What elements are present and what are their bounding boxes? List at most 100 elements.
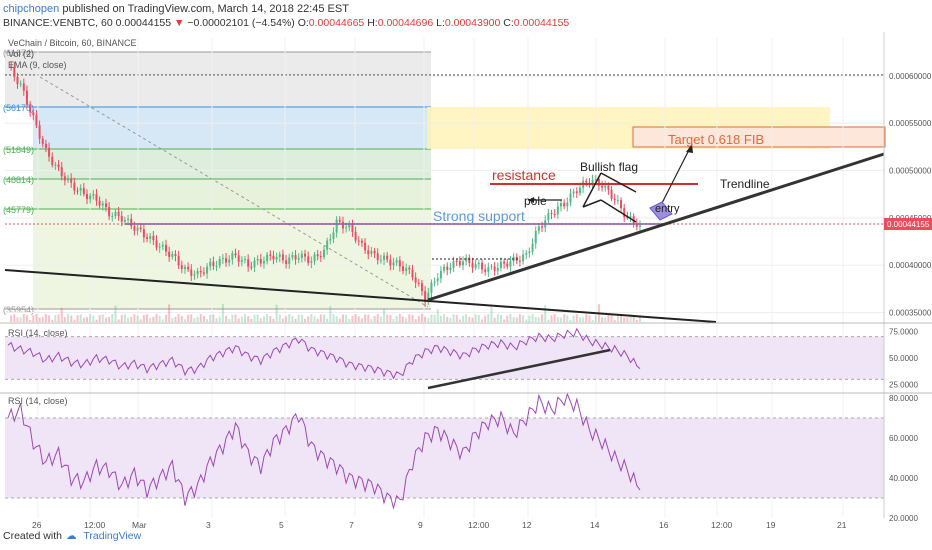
candle-body <box>48 147 51 157</box>
entry-box <box>649 201 673 221</box>
candle-body <box>537 226 540 231</box>
volume-bar <box>313 316 316 322</box>
candle-body <box>449 267 452 270</box>
candle-body <box>629 216 632 218</box>
candle-body <box>575 191 578 194</box>
candle-body <box>553 214 556 216</box>
volume-bar <box>386 314 389 322</box>
candle-body <box>613 198 616 201</box>
volume-bar <box>51 319 54 322</box>
current-price-badge <box>884 218 932 230</box>
volume-bar <box>10 315 13 322</box>
volume-bar <box>67 314 70 322</box>
volume-bar <box>484 315 487 322</box>
candle-body <box>117 211 120 216</box>
volume-bar <box>402 316 404 322</box>
candle-body <box>86 194 88 200</box>
fib-level-label: (56170) <box>3 103 34 113</box>
volume-bar <box>553 314 556 322</box>
candle-body <box>373 250 376 254</box>
volume-bar <box>541 314 544 322</box>
volume-bar <box>57 314 60 322</box>
candle-body <box>73 182 76 191</box>
entry-label: entry <box>655 203 680 215</box>
volume-bar <box>601 317 604 322</box>
fib-zone-green-2 <box>33 179 431 209</box>
fib-level-label: (45779) <box>3 205 34 215</box>
rsi-tick-label: 20.0000 <box>889 514 918 523</box>
candle-body <box>345 227 348 229</box>
candle-body <box>161 244 164 247</box>
main-legend-item: Vol (2) <box>8 49 34 59</box>
volume-bar <box>367 314 370 322</box>
candle-body <box>496 267 499 271</box>
volume-bar <box>193 318 196 322</box>
candle-body <box>218 258 221 266</box>
trendline-label: Trendline <box>720 177 770 191</box>
volume-bar <box>161 319 164 322</box>
candle-body <box>92 194 95 196</box>
volume-bar <box>54 315 57 322</box>
volume-bar <box>262 316 265 322</box>
candle-body <box>300 253 303 259</box>
volume-bar <box>120 315 123 322</box>
volume-bar <box>206 319 209 322</box>
volume-bar <box>411 314 414 322</box>
main-legend-item: VeChain / Bitcoin, 60, BINANCE <box>8 38 137 48</box>
fib-level-label: (35954) <box>3 305 34 315</box>
volume-bar <box>639 315 641 322</box>
volume-bar <box>528 315 531 322</box>
volume-bar <box>348 318 351 322</box>
volume-bar <box>22 314 25 322</box>
candle-body <box>332 232 335 239</box>
candle-body <box>490 266 493 268</box>
volume-bar <box>635 319 638 322</box>
candle-body <box>32 112 35 116</box>
chart-canvas[interactable]: (61674) (56170) (51849) (48814) (45779) (3595… <box>0 32 932 530</box>
candle-body <box>364 242 367 251</box>
candle-body <box>25 90 28 105</box>
volume-bar <box>60 307 63 322</box>
candle-body <box>474 264 477 268</box>
volume-bar <box>272 318 275 322</box>
drawings[interactable] <box>4 76 885 323</box>
candle-body <box>304 253 307 257</box>
candle-body <box>158 246 161 248</box>
volume-bar <box>408 314 411 322</box>
symbol: BINANCE:VENBTC, 60 <box>3 17 113 29</box>
flag-pole-line <box>582 172 602 208</box>
volume-bar <box>146 314 149 322</box>
candle-body <box>22 83 25 91</box>
long-support-line <box>4 269 717 323</box>
rsi-trendline <box>427 348 611 390</box>
candle-body <box>130 218 133 227</box>
candle-body <box>38 125 41 139</box>
volume-bar <box>212 314 215 322</box>
volume-bar <box>142 314 145 322</box>
author-link[interactable]: chipchopen <box>3 3 60 15</box>
fib-level-label: (48814) <box>3 175 34 185</box>
candle-body <box>433 281 436 283</box>
candle-body <box>563 202 566 207</box>
candle-body <box>16 76 19 85</box>
candle-body <box>297 258 300 260</box>
volume-bar <box>493 317 496 322</box>
volume-bar <box>481 319 483 322</box>
volume-bar <box>32 315 35 322</box>
volume-bar <box>626 317 629 322</box>
candle-body <box>597 178 600 186</box>
tradingview-logo-icon[interactable]: ☁ <box>65 530 77 542</box>
volume-bar <box>534 317 537 322</box>
candle-body <box>455 260 458 262</box>
volume-bar <box>29 319 32 322</box>
volume-bar <box>405 318 408 322</box>
candle-body <box>462 261 465 266</box>
volume-bar <box>452 314 455 322</box>
change: −0.00002101 (−4.54%) <box>187 17 295 29</box>
flag-top-line <box>600 172 637 193</box>
open-value: 0.00044665 <box>308 17 365 29</box>
candle-body <box>231 253 234 260</box>
time-tick-label: 7 <box>349 520 354 530</box>
resistance-label: resistance <box>492 167 556 183</box>
tradingview-brand[interactable]: TradingView <box>83 530 142 542</box>
